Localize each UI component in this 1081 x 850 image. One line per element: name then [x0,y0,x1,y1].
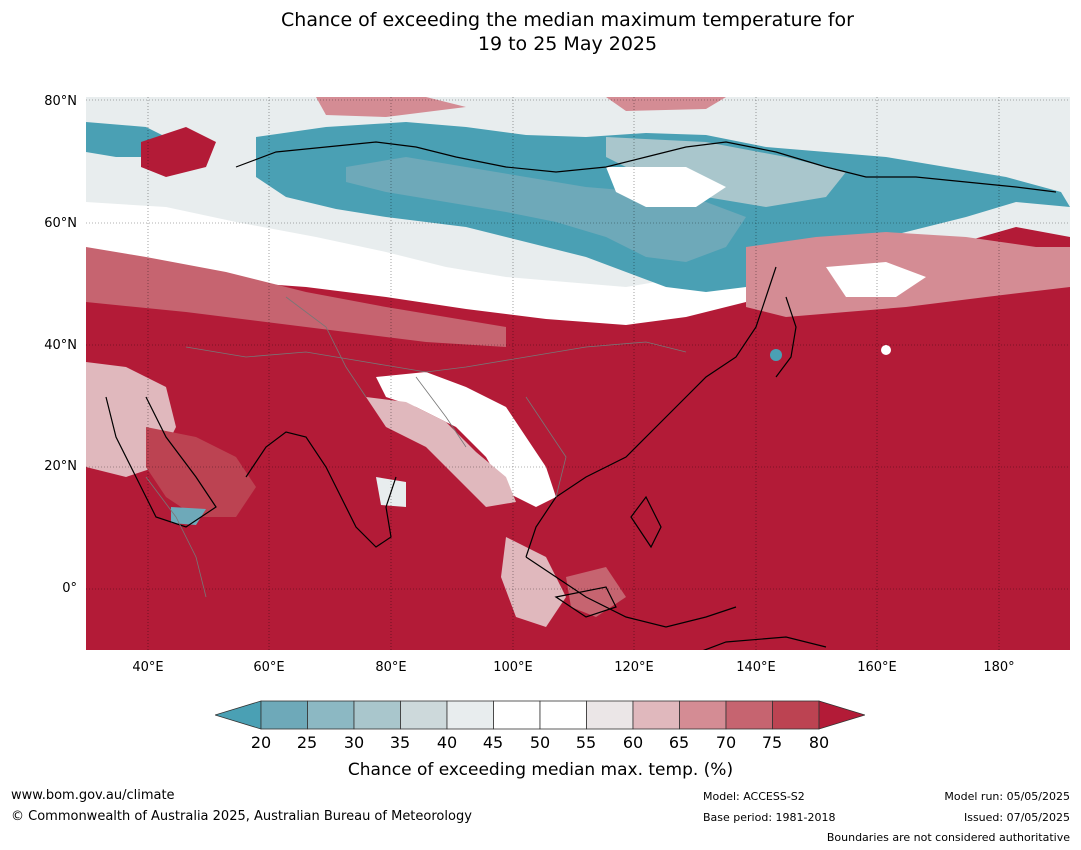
cbar-tick-35: 35 [389,733,411,752]
colorbar-seg-75-80 [772,700,820,730]
title-line-1: Chance of exceeding the median maximum t… [281,9,854,31]
colorbar-seg-65-70 [679,700,727,730]
colorbar-seg-35-40 [400,700,448,730]
title-line-2: 19 to 25 May 2025 [477,33,658,55]
japan-cool-spot [770,349,782,361]
colorbar-seg-60-65 [632,700,680,730]
cbar-tick-70: 70 [715,733,737,752]
issued-text: Issued: 07/05/2025 [963,811,1070,824]
lon-label-160e: 160°E [857,660,897,675]
model-run-text: Model run: 05/05/2025 [944,790,1070,803]
lon-label-140e: 140°E [736,660,776,675]
country-boundaries [145,296,687,598]
colorbar-high-extend [818,700,865,730]
barents-warm-patch [141,127,216,177]
lat-label-80n: 80°N [44,94,77,109]
colorbar-seg-70-75 [725,700,773,730]
colorbar-label: Chance of exceeding median max. temp. (%… [347,760,734,780]
borneo-warm [566,567,626,617]
north-white-band [86,202,806,325]
graticule [86,97,1070,650]
colorbar-seg-45-50 [493,700,541,730]
lat-label-20n: 20°N [44,459,77,474]
colorbar-seg-40-45 [446,700,494,730]
tibet-neutral-region [376,372,556,507]
base-period-text: Base period: 1981-2018 [703,811,836,824]
disclaimer-text: Boundaries are not considered authoritat… [826,831,1070,844]
siberia-cool-inner [346,157,746,262]
colorbar-low-extend [215,700,262,730]
west-warm-region [86,247,506,347]
coastlines [105,141,1057,650]
cbar-tick-20: 20 [250,733,272,752]
cbar-tick-55: 55 [575,733,597,752]
colorbar [215,700,865,730]
probability-map [86,97,1070,650]
colorbar-seg-20-25 [260,700,308,730]
arctic-warm-top-2 [606,97,726,111]
arctic-cool-patch [606,137,846,207]
east-siberia-neutral [606,167,726,207]
lon-label-120e: 120°E [614,660,654,675]
cbar-tick-45: 45 [482,733,504,752]
copyright-text: © Commonwealth of Australia 2025, Austra… [11,809,472,824]
cbar-tick-80: 80 [808,733,830,752]
map-title: Chance of exceeding the median maximum t… [0,8,1081,56]
colorbar-seg-55-60 [586,700,634,730]
pacific-white-spot [881,345,891,355]
lon-label-60e: 60°E [253,660,285,675]
lon-label-100e: 100°E [493,660,533,675]
website-link[interactable]: www.bom.gov.au/climate [11,788,175,803]
cbar-tick-25: 25 [296,733,318,752]
cbar-tick-40: 40 [436,733,458,752]
model-text: Model: ACCESS-S2 [703,790,805,803]
colorbar-seg-50-55 [539,700,587,730]
lat-label-0: 0° [62,581,77,596]
cbar-tick-75: 75 [761,733,783,752]
lon-label-40e: 40°E [132,660,164,675]
north-pacific-white [826,262,926,297]
cbar-tick-30: 30 [343,733,365,752]
cbar-tick-50: 50 [529,733,551,752]
lon-label-180: 180° [983,660,1015,675]
tibet-neutral-edge [366,397,516,507]
cbar-tick-60: 60 [622,733,644,752]
colorbar-seg-30-35 [353,700,401,730]
arabia-warm [146,427,256,517]
cbar-tick-65: 65 [668,733,690,752]
sea-neutral [501,537,566,627]
lon-label-80e: 80°E [375,660,407,675]
gulf-aden-cool [171,507,206,525]
lat-label-60n: 60°N [44,216,77,231]
lat-label-40n: 40°N [44,338,77,353]
colorbar-seg-25-30 [307,700,355,730]
